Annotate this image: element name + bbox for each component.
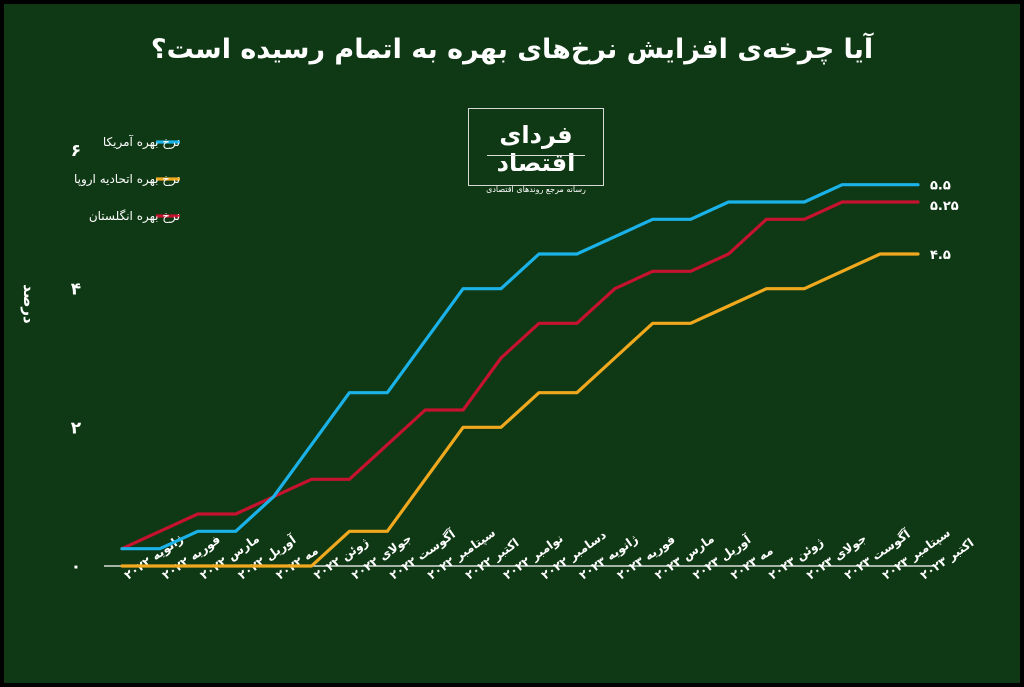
series-line [120, 252, 920, 568]
brand-logo: فردای اقتصاد رسانه مرجع روندهای اقتصادی [468, 108, 604, 194]
brand-logo-divider [487, 155, 585, 156]
legend-label: نرخ بهره اتحادیه اروپا [74, 172, 180, 187]
y-axis-label: درصد [20, 284, 38, 324]
series-end-label: ۴.۵ [930, 248, 951, 263]
brand-logo-tagline: رسانه مرجع روندهای اقتصادی [486, 185, 586, 194]
series-layer [120, 183, 920, 568]
series-end-label: ۵.۵ [930, 179, 951, 194]
chart-title: آیا چرخه‌ی افزایش نرخ‌های بهره به اتمام … [150, 34, 874, 65]
chart-frame: آیا چرخه‌ی افزایش نرخ‌های بهره به اتمام … [4, 4, 1020, 683]
y-tick-label: ۴ [71, 280, 81, 300]
y-tick-label: ۰ [71, 557, 81, 577]
legend-label: نرخ بهره انگلستان [89, 209, 180, 224]
series-end-label: ۵.۲۵ [930, 199, 959, 214]
series-line [120, 183, 920, 551]
y-tick-label: ۲ [71, 418, 82, 438]
brand-logo-name: فردای اقتصاد [496, 121, 576, 177]
label-layer: ۵.۵ ۴.۵ ۵.۲۵ [930, 179, 959, 263]
legend-label: نرخ بهره آمریکا [103, 134, 180, 150]
legend: نرخ بهره آمریکا نرخ بهره اتحادیه اروپا نرخ… [74, 134, 180, 224]
y-tick-label: ۶ [71, 141, 81, 161]
series-line [120, 200, 920, 551]
